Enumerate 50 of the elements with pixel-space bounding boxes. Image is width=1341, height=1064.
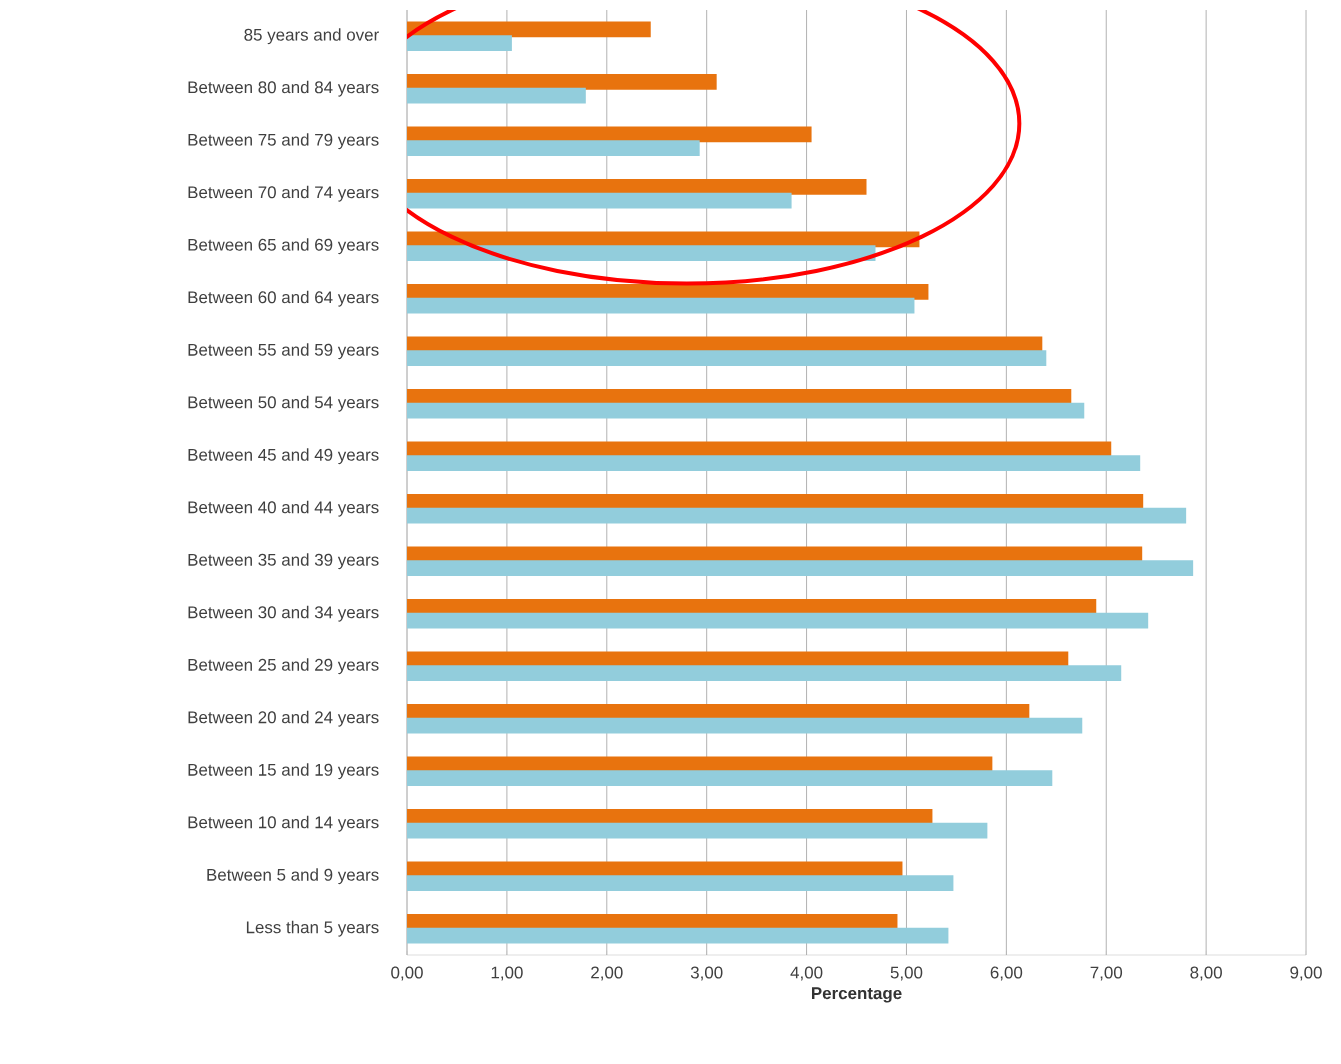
bar	[407, 612, 1149, 629]
x-tick-label: 3,00	[690, 966, 723, 981]
y-tick-label: 85 years and over	[244, 28, 379, 45]
y-tick-label: Between 75 and 79 years	[188, 133, 379, 150]
y-tick-label: Between 80 and 84 years	[188, 80, 379, 97]
bar	[407, 297, 915, 314]
x-tick-label: 6,00	[990, 966, 1023, 981]
bar	[407, 507, 1187, 524]
bar	[407, 402, 1085, 419]
bar	[407, 35, 512, 51]
y-tick-label: Between 30 and 34 years	[188, 605, 379, 622]
y-tick-label: Between 40 and 44 years	[188, 500, 379, 517]
x-tick-label: 5,00	[890, 966, 923, 981]
y-tick-label: Less than 5 years	[246, 920, 379, 937]
bar	[407, 245, 876, 261]
y-tick-label: Between 10 and 14 years	[188, 815, 379, 832]
y-tick-label: Between 50 and 54 years	[188, 395, 379, 412]
bar	[407, 126, 812, 143]
x-axis-title: Percentage	[812, 987, 902, 1003]
y-tick-label: Between 15 and 19 years	[188, 763, 379, 780]
bar	[407, 350, 1047, 366]
bar	[407, 717, 1083, 734]
x-tick-label: 7,00	[1090, 966, 1123, 981]
x-tick-label: 8,00	[1190, 966, 1222, 981]
bar	[407, 21, 651, 38]
x-tick-label: 2,00	[591, 966, 623, 981]
y-tick-label: Between 65 and 69 years	[188, 238, 379, 255]
y-tick-label: Between 55 and 59 years	[188, 343, 379, 360]
bar	[407, 140, 700, 156]
bar	[407, 770, 1053, 787]
y-tick-label: Between 20 and 24 years	[188, 710, 379, 727]
bar	[407, 665, 1122, 682]
x-tick-label: 4,00	[790, 966, 823, 981]
y-tick-label: Between 70 and 74 years	[188, 185, 379, 202]
y-tick-label: Between 45 and 49 years	[188, 448, 379, 465]
bar	[407, 927, 949, 944]
y-tick-label: Between 35 and 39 years	[188, 553, 379, 570]
bar	[407, 87, 586, 104]
bar	[407, 73, 717, 90]
bar	[407, 455, 1141, 471]
bar	[407, 822, 988, 839]
y-tick-label: Between 25 and 29 years	[188, 658, 379, 675]
x-tick-label: 0,00	[391, 966, 423, 981]
bar	[407, 560, 1194, 577]
x-tick-label: 1,00	[491, 966, 523, 981]
bar	[407, 192, 792, 209]
y-tick-label: Between 60 and 64 years	[188, 290, 379, 307]
x-tick-label: 9,00	[1290, 966, 1322, 981]
bar	[407, 875, 954, 892]
y-tick-label: Between 5 and 9 years	[207, 868, 379, 885]
